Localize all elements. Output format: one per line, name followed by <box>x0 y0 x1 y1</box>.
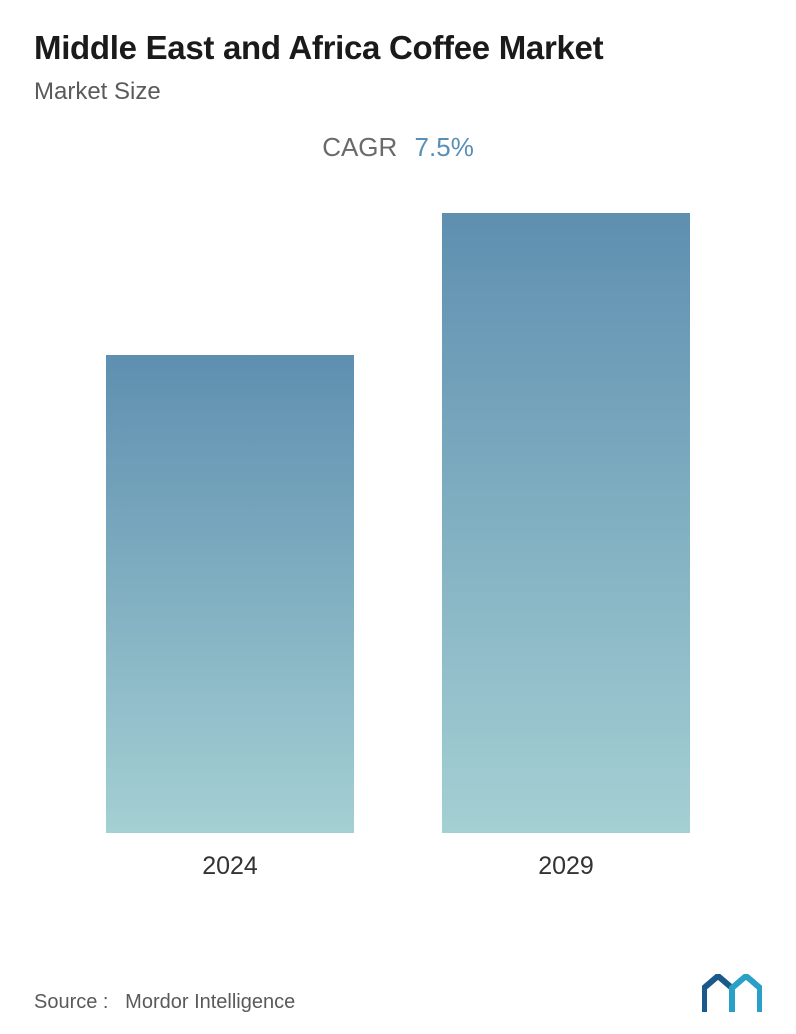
footer: Source : Mordor Intelligence <box>34 974 762 1014</box>
source-label: Source : <box>34 991 108 1013</box>
bar-chart: 2024 2029 <box>34 173 762 893</box>
cagr-value: 7.5% <box>415 132 474 162</box>
mordor-logo-icon <box>702 974 762 1014</box>
source-value: Mordor Intelligence <box>125 991 295 1013</box>
chart-title: Middle East and Africa Coffee Market <box>34 28 762 68</box>
chart-subtitle: Market Size <box>34 78 762 106</box>
bar-label-2029: 2029 <box>538 852 594 881</box>
cagr-row: CAGR 7.5% <box>34 132 762 163</box>
bar-2029 <box>442 213 690 833</box>
source-attribution: Source : Mordor Intelligence <box>34 991 295 1014</box>
bar-2024 <box>106 355 354 833</box>
bar-label-2024: 2024 <box>202 852 258 881</box>
cagr-label: CAGR <box>322 132 397 162</box>
